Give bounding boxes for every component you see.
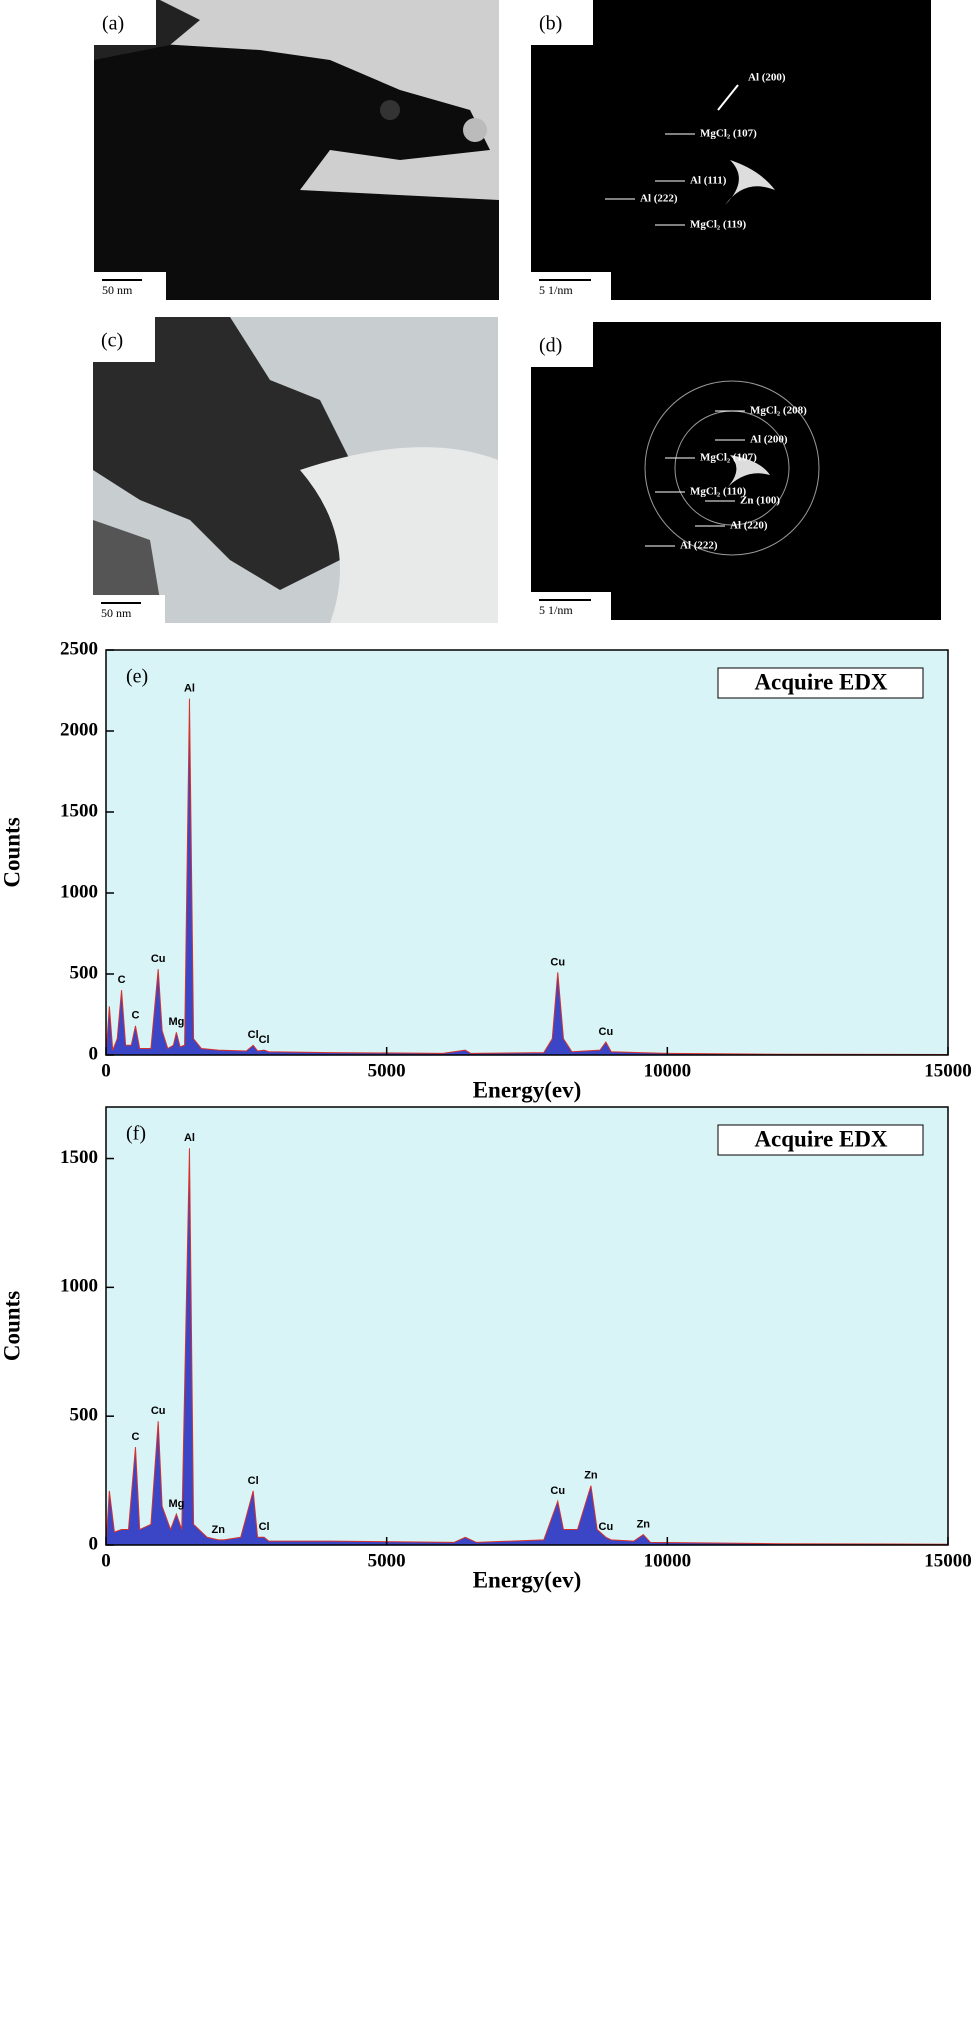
panel-label: (c)	[101, 330, 123, 352]
diffraction-label: Zn (100)	[740, 495, 780, 507]
peak-label: C	[131, 1010, 139, 1022]
spectrum-line	[105, 1148, 949, 1546]
peak-label: Cl	[248, 1475, 259, 1487]
peak-label: Cu	[151, 953, 166, 965]
diffraction-label: Al (111)	[690, 175, 727, 187]
y-tick-label: 1000	[60, 881, 98, 902]
diffraction-label: MgCl₂ (107)	[700, 452, 757, 464]
x-tick-label: 5000	[368, 1060, 406, 1081]
peak-label: Mg	[168, 1016, 184, 1028]
plot-frame	[105, 1106, 949, 1546]
image-b	[531, 0, 931, 300]
x-tick-label: 5000	[368, 1550, 406, 1571]
diffraction-label: MgCl₂ (110)	[690, 486, 746, 498]
chart-label: (f)	[126, 1123, 146, 1145]
y-axis-label: Counts	[0, 1291, 24, 1361]
area-fill	[106, 698, 948, 1055]
peak-label: C	[118, 974, 126, 986]
legend-box	[717, 667, 924, 699]
x-tick-label: 0	[101, 1060, 111, 1081]
scale-label: 5 1/nm	[539, 603, 573, 617]
scale-box	[94, 272, 166, 300]
y-tick-label: 1000	[60, 1276, 98, 1297]
scale-label: 50 nm	[102, 283, 133, 297]
x-tick-label: 10000	[644, 1550, 692, 1571]
x-tick-label: 0	[101, 1550, 111, 1571]
chart-label: (e)	[126, 666, 148, 688]
peak-label: Cu	[599, 1521, 614, 1533]
peak-label: Cu	[550, 1485, 565, 1497]
beam	[725, 160, 775, 205]
scale-label: 50 nm	[101, 606, 132, 620]
particle	[463, 118, 487, 142]
label-box	[94, 0, 156, 45]
plot-frame	[105, 649, 949, 1056]
area-fill	[106, 1148, 948, 1545]
beam	[725, 455, 770, 490]
legend-box	[717, 1124, 924, 1156]
scale-box	[93, 595, 165, 623]
scale-box	[531, 272, 611, 300]
x-axis-label: Energy(ev)	[473, 1077, 582, 1102]
y-tick-label: 1500	[60, 800, 98, 821]
y-tick-label: 500	[70, 1405, 99, 1426]
diffraction-label: MgCl₂ (119)	[690, 219, 746, 231]
peak-label: Al	[184, 1132, 195, 1144]
y-tick-label: 0	[89, 1043, 99, 1064]
y-tick-label: 2000	[60, 719, 98, 740]
ring	[644, 380, 820, 556]
light-region	[300, 447, 498, 623]
scale-label: 5 1/nm	[539, 283, 573, 297]
y-tick-label: 500	[70, 962, 99, 983]
peak-label: Mg	[168, 1498, 184, 1510]
y-tick-label: 2500	[60, 638, 98, 659]
diffraction-label: Al (222)	[680, 540, 718, 552]
panel-label: (a)	[102, 13, 124, 35]
peak-label: Cl	[259, 1521, 270, 1533]
diffraction-label: Al (200)	[748, 72, 786, 84]
peak-label: Zn	[584, 1470, 598, 1482]
diffraction-label: Al (200)	[750, 434, 788, 446]
arrow	[717, 84, 739, 111]
legend-entry: Acquire EDX	[754, 1126, 887, 1151]
y-tick-label: 1500	[60, 1147, 98, 1168]
peak-label: Zn	[637, 1519, 651, 1531]
image-d	[531, 322, 941, 620]
peak-label: Zn	[212, 1524, 226, 1536]
dark-region	[93, 317, 350, 590]
diffraction-label: MgCl₂ (208)	[750, 405, 807, 417]
panel-label: (b)	[539, 13, 562, 35]
tem-images	[93, 0, 941, 623]
y-axis-label: Counts	[0, 817, 24, 887]
peak-label: C	[131, 1431, 139, 1443]
x-tick-label: 10000	[644, 1060, 692, 1081]
peak-label: Cu	[151, 1405, 166, 1417]
diffraction-label: MgCl₂ (107)	[700, 128, 757, 140]
peak-label: Cu	[599, 1026, 614, 1038]
x-tick-label: 15000	[924, 1550, 972, 1571]
x-tick-label: 15000	[924, 1060, 972, 1081]
peak-label: Cl	[248, 1029, 259, 1041]
peak-label: Cu	[550, 956, 565, 968]
plot-area	[106, 1107, 948, 1545]
panel-label: (d)	[539, 335, 562, 357]
diffraction-label: Al (220)	[730, 520, 768, 532]
particle	[380, 100, 400, 120]
x-axis-label: Energy(ev)	[473, 1567, 582, 1592]
spectrum-line	[105, 698, 949, 1056]
peak-label: Al	[184, 683, 195, 695]
label-box	[531, 322, 593, 367]
plot-area	[106, 650, 948, 1055]
label-box	[93, 317, 155, 362]
scale-box	[531, 592, 611, 620]
label-box	[531, 0, 593, 45]
peak-label: Cl	[259, 1034, 270, 1046]
legend-entry: Acquire EDX	[754, 669, 887, 694]
diffraction-label: Al (222)	[640, 193, 678, 205]
y-tick-label: 0	[89, 1533, 99, 1554]
